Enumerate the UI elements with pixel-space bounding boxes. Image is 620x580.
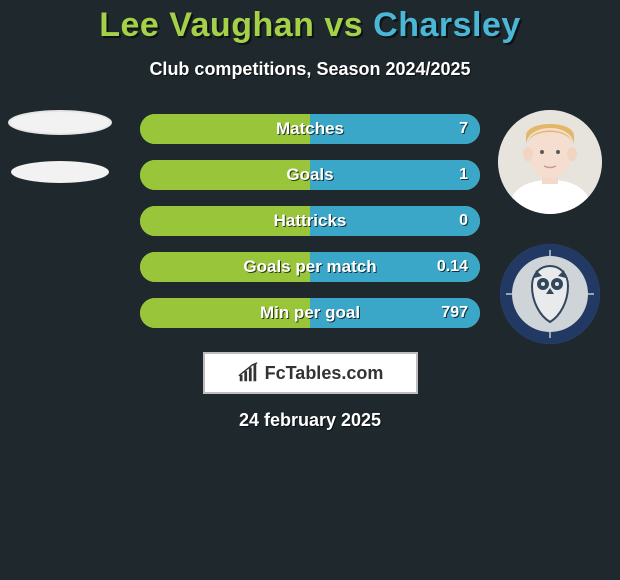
left-player-column — [0, 110, 120, 183]
stat-value-right: 0 — [459, 212, 468, 230]
bar-fill-left — [140, 298, 310, 328]
right-avatar — [498, 110, 602, 214]
stat-value-right: 1 — [459, 166, 468, 184]
bar-fill-right — [310, 114, 480, 144]
bar-fill-left — [140, 206, 310, 236]
stat-row: Hattricks0 — [140, 206, 480, 236]
card-title: Lee Vaughan vs Charsley — [0, 6, 620, 45]
branding-text: FcTables.com — [265, 363, 384, 384]
bar-fill-left — [140, 114, 310, 144]
stat-value-right: 7 — [459, 120, 468, 138]
bars-icon — [237, 362, 259, 384]
stats-bars: Matches7 Goals1 Hattricks0 Goals per match0… — [140, 114, 480, 328]
branding-badge: FcTables.com — [203, 352, 418, 394]
stat-row: Matches7 — [140, 114, 480, 144]
bar-fill-right — [310, 160, 480, 190]
bar-fill-right — [310, 206, 480, 236]
stat-row: Min per goal797 — [140, 298, 480, 328]
player2-name: Charsley — [373, 6, 521, 44]
card-date: 24 february 2025 — [0, 410, 620, 431]
player1-name: Lee Vaughan — [99, 6, 314, 44]
stat-value-right: 797 — [441, 304, 468, 322]
bar-fill-left — [140, 160, 310, 190]
stat-value-right: 0.14 — [437, 258, 468, 276]
right-player-column — [490, 110, 610, 344]
left-avatar-placeholder — [8, 110, 112, 135]
title-vs: vs — [324, 6, 363, 44]
right-club-crest — [500, 244, 600, 344]
left-crest-placeholder — [11, 161, 109, 183]
comparison-card: Lee Vaughan vs Charsley Club competition… — [0, 0, 620, 580]
avatar-icon — [498, 110, 602, 214]
crest-icon — [500, 244, 600, 344]
bar-fill-left — [140, 252, 310, 282]
stat-row: Goals1 — [140, 160, 480, 190]
stat-row: Goals per match0.14 — [140, 252, 480, 282]
card-subtitle: Club competitions, Season 2024/2025 — [0, 59, 620, 80]
